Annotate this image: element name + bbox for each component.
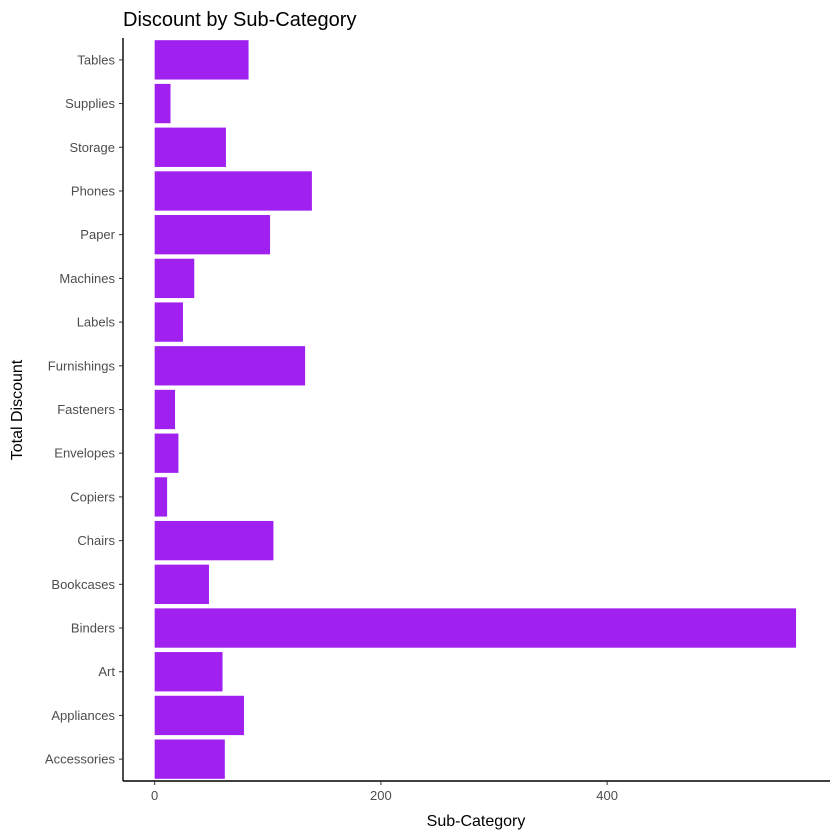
y-tick-label: Envelopes [54,446,115,461]
bar-fasteners [154,389,176,430]
bar-tables [154,40,249,80]
y-tick-label: Binders [71,621,116,636]
y-tick-label: Copiers [70,489,115,504]
y-tick-label: Accessories [45,752,116,767]
bar-envelopes [154,433,179,473]
chart-title: Discount by Sub-Category [123,9,356,31]
bar-phones [154,171,312,211]
y-tick-label: Storage [69,140,115,155]
bar-art [154,652,223,692]
y-tick-label: Supplies [65,96,115,111]
bar-furnishings [154,346,306,386]
x-axis-title: Sub-Category [427,813,526,830]
y-tick-label: Tables [77,52,115,67]
y-tick-label: Fasteners [57,402,115,417]
y-tick-label: Machines [59,271,115,286]
y-tick-label: Appliances [51,708,115,723]
bar-appliances [154,695,245,736]
y-tick-label: Bookcases [51,577,115,592]
x-tick-label: 0 [151,788,158,803]
x-tick-label: 400 [596,788,618,803]
x-tick-label: 200 [370,788,392,803]
bar-copiers [154,477,168,517]
bar-accessories [154,739,225,779]
y-axis-title: Total Discount [9,359,26,460]
y-axis-ticks: Accessories Appliances Art Binders Bookcases… [45,52,123,767]
bar-machines [154,258,195,299]
y-tick-label: Phones [71,183,116,198]
bar-labels [154,302,183,342]
y-tick-label: Art [98,664,115,679]
y-tick-label: Paper [80,227,115,242]
bar-storage [154,127,226,167]
bars-group [154,40,797,779]
bar-chairs [154,520,274,561]
bar-paper [154,215,271,255]
bar-supplies [154,83,171,124]
y-tick-label: Furnishings [48,358,116,373]
bar-bookcases [154,564,209,604]
y-tick-label: Labels [77,315,116,330]
y-tick-label: Chairs [77,533,115,548]
bar-binders [154,608,797,648]
x-axis-ticks: 0 200 400 [151,781,618,803]
